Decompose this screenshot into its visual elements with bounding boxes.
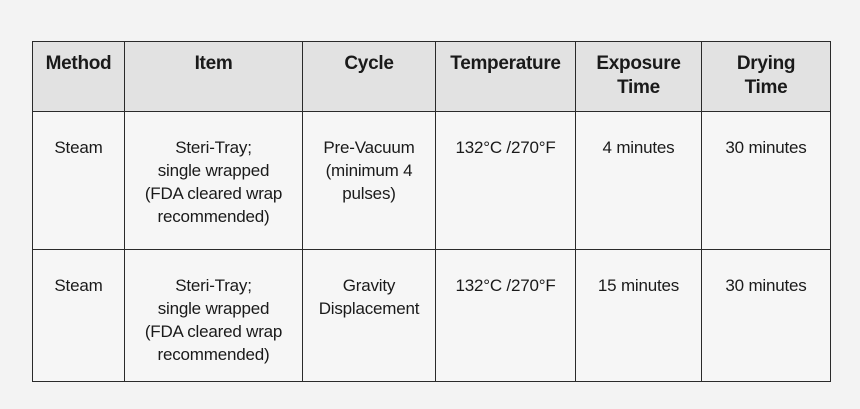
header-cell: Drying Time [701,41,831,112]
table-cell: 30 minutes [701,249,831,382]
cell-line: Temperature [450,53,561,74]
table-body: Steam Steri-Tray; single wrapped (FDA clear… [32,111,831,382]
header-cell: Cycle [302,41,436,112]
cell-line: Steam [54,276,103,295]
table-row: Steam Steri-Tray; single wrapped (FDA clear… [32,111,831,250]
cell-line: Cycle [344,53,394,74]
cell-line: single wrapped [157,299,270,318]
cell-line: Time [744,77,788,98]
cell-line: 30 minutes [725,138,807,157]
cell-line: Steam [54,138,103,157]
cell-line: 30 minutes [725,276,807,295]
table-cell: Steri-Tray; single wrapped (FDA cleared wr… [124,249,303,382]
table-cell: 132°C /270°F [435,111,576,250]
cell-line: recommended) [157,345,270,364]
cell-line: Gravity [342,276,396,295]
cell-line: Drying [736,53,796,74]
cell-line: single wrapped [157,161,270,180]
table-cell: Gravity Displacement [302,249,436,382]
cell-line: Steri-Tray; [175,276,252,295]
table-cell: Steri-Tray; single wrapped (FDA cleared wr… [124,111,303,250]
cell-line: Displacement [318,299,420,318]
cell-line: 4 minutes [602,138,675,157]
cell-line: Steri-Tray; [175,138,252,157]
table-cell: 15 minutes [575,249,702,382]
cell-line: 132°C /270°F [455,138,556,157]
cell-line: Time [617,77,660,98]
cell-line: Exposure [596,53,681,74]
header-cell: Exposure Time [575,41,702,112]
table-row: Steam Steri-Tray; single wrapped (FDA clear… [32,249,831,382]
cell-line: Pre-Vacuum [323,138,415,157]
sterilization-table: Method Item Cycle Temperature Exposure Time Dr… [32,41,831,382]
header-cell: Method [32,41,125,112]
table-cell: 4 minutes [575,111,702,250]
table-cell: Pre-Vacuum (minimum 4 pulses) [302,111,436,250]
header-cell: Item [124,41,303,112]
cell-line: recommended) [157,207,270,226]
cell-line: (FDA cleared wrap [144,184,283,203]
table-cell: 132°C /270°F [435,249,576,382]
cell-line: (minimum 4 [325,161,413,180]
table-cell: Steam [32,111,125,250]
table-cell: 30 minutes [701,111,831,250]
cell-line: Item [194,53,233,74]
header-cell: Temperature [435,41,576,112]
cell-line: 15 minutes [597,276,680,295]
cell-line: Method [45,53,112,74]
cell-line: 132°C /270°F [455,276,556,295]
table-cell: Steam [32,249,125,382]
cell-line: (FDA cleared wrap [144,322,283,341]
header-row: Method Item Cycle Temperature Exposure Time Dr… [32,41,831,112]
cell-line: pulses) [342,184,396,203]
